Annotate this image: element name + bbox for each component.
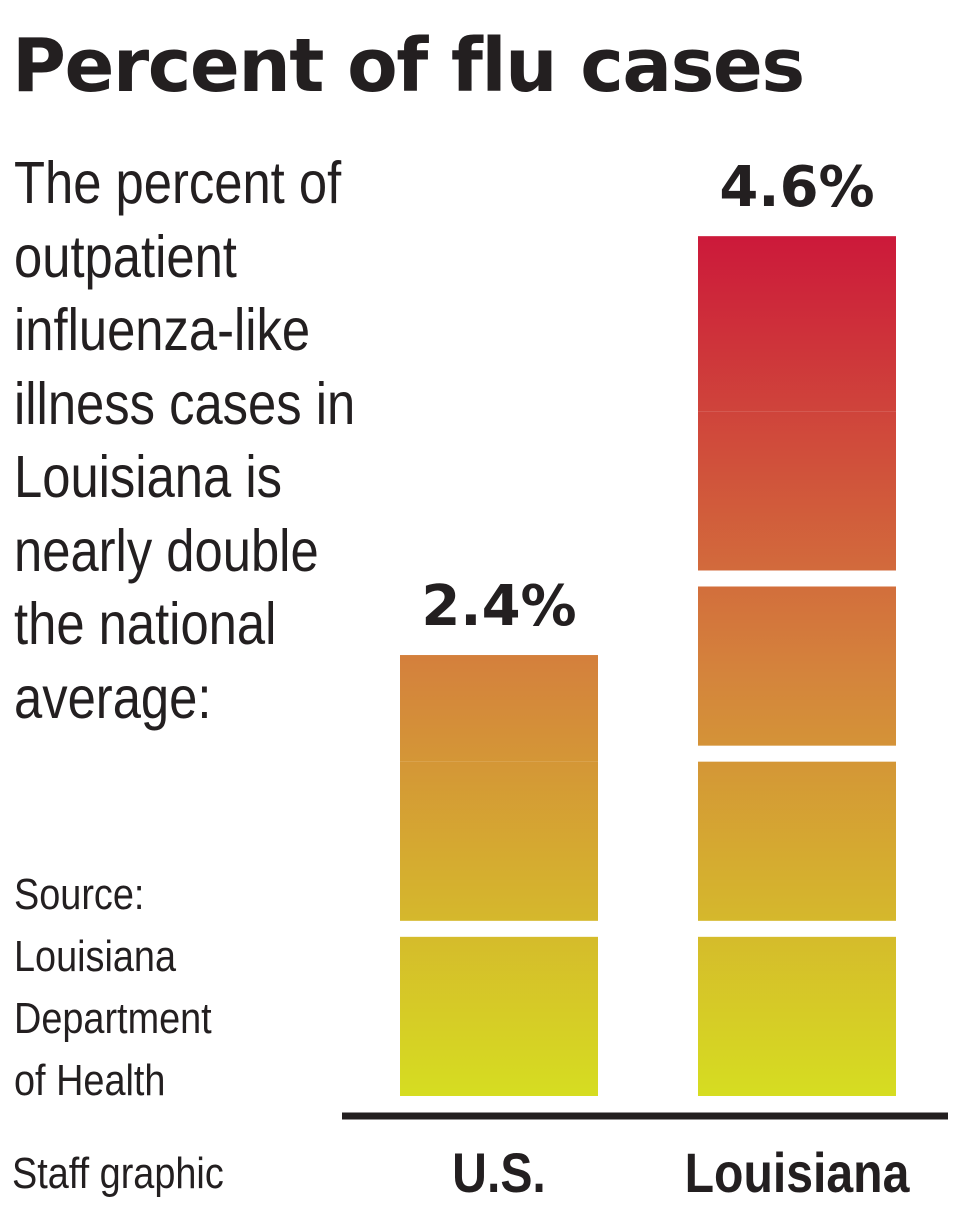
bar-segment [698, 936, 896, 1096]
source-line: Louisiana [14, 932, 177, 981]
bar-segment [698, 761, 896, 921]
credit-line: Staff graphic [12, 1149, 224, 1198]
bars-group [400, 236, 896, 1096]
category-label: U.S. [452, 1143, 546, 1205]
source-line: Department [14, 994, 212, 1043]
bar-value-label: 2.4% [421, 574, 576, 639]
source-note: Source: Louisiana Department of Health [14, 864, 272, 1112]
category-label: Louisiana [685, 1143, 911, 1205]
source-line: Source: [14, 870, 145, 919]
chart-description: The percent of outpatient influenza-like… [14, 150, 356, 731]
source-line: of Health [14, 1056, 166, 1105]
bar-segment [400, 761, 598, 921]
value-labels-group: 2.4% 4.6% [421, 155, 874, 639]
bar-segment [400, 936, 598, 1096]
category-labels-group: U.S. Louisiana [452, 1143, 910, 1205]
bar-value-label: 4.6% [719, 155, 874, 220]
bar-segment [400, 655, 598, 762]
bar-segment [698, 411, 896, 571]
chart-title: Percent of flu cases [12, 23, 805, 109]
bar-segment [698, 236, 896, 412]
bar-segment [698, 586, 896, 746]
